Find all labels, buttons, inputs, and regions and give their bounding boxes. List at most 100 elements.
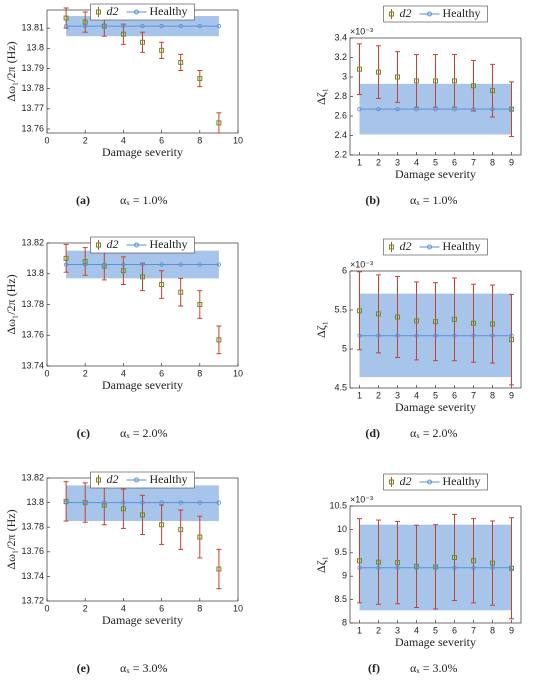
y-tick-label: 13.74 [21, 571, 44, 581]
healthy-marker [63, 500, 69, 505]
healthy-marker [452, 333, 457, 338]
caption: αₓ = 1.0% [120, 193, 168, 207]
y-tick-label: 13.82 [21, 472, 44, 482]
healthy-marker [140, 23, 145, 29]
x-tick-label: 5 [433, 390, 438, 400]
healthy-marker [357, 565, 362, 570]
x-axis-label: Damage severity [102, 613, 183, 627]
y-tick-label: 13.78 [21, 83, 44, 93]
x-tick-label: 3 [395, 390, 400, 400]
x-tick-label: 6 [452, 390, 457, 400]
x-tick-label: 7 [471, 157, 476, 167]
legend-swatch [427, 244, 432, 250]
y-axis-label: Δω₁/2π (Hz) [4, 274, 18, 334]
panel-label: (a) [76, 193, 90, 207]
healthy-marker [63, 262, 69, 267]
panel-label: (d) [365, 426, 380, 440]
marker [216, 566, 222, 572]
x-tick-label: 10 [233, 135, 243, 145]
x-tick-label: 4 [414, 157, 419, 167]
y-tick-label: 8 [342, 617, 347, 627]
y-tick-label: 4.5 [334, 382, 347, 392]
y-exponent: ×10⁻³ [350, 494, 373, 504]
healthy-marker [121, 23, 126, 29]
marker [178, 527, 184, 533]
marker [63, 15, 69, 21]
x-axis-label: Damage severity [102, 145, 183, 159]
x-tick-label: 7 [471, 390, 476, 400]
legend-swatch [134, 9, 139, 15]
healthy-marker [140, 262, 145, 267]
caption: αₓ = 3.0% [410, 661, 458, 675]
marker [357, 66, 362, 72]
marker [140, 39, 145, 45]
healthy-marker [216, 23, 222, 29]
healthy-marker [102, 500, 107, 505]
legend-swatch [389, 244, 394, 250]
caption: αₓ = 2.0% [120, 426, 168, 440]
x-tick-label: 4 [121, 135, 126, 145]
x-tick-label: 1 [357, 625, 362, 635]
legend-swatch [427, 479, 432, 485]
y-axis-label: Δζ₁ [314, 88, 328, 105]
x-tick-label: 1 [357, 390, 362, 400]
healthy-marker [82, 500, 88, 505]
legend-swatch [96, 9, 101, 15]
x-tick-label: 2 [83, 603, 88, 613]
healthy-marker [509, 565, 514, 570]
y-tick-label: 3 [342, 71, 347, 81]
y-exponent: ×10⁻³ [350, 259, 373, 269]
y-tick-label: 13.81 [21, 23, 44, 33]
marker [452, 316, 457, 322]
healthy-marker [471, 565, 476, 570]
y-tick-label: 2.4 [334, 130, 347, 140]
marker [452, 78, 457, 84]
y-tick-label: 2.8 [334, 91, 347, 101]
x-tick-label: 6 [159, 603, 164, 613]
healthy-marker [159, 23, 164, 29]
healthy-marker [102, 262, 107, 267]
x-tick-label: 8 [490, 625, 495, 635]
y-tick-label: 13.77 [21, 103, 44, 113]
x-tick-label: 6 [159, 368, 164, 378]
healthy-marker [216, 262, 222, 267]
legend-label: d2 [107, 4, 119, 18]
x-tick-label: 8 [490, 390, 495, 400]
x-tick-label: 8 [490, 157, 495, 167]
x-tick-label: 1 [357, 157, 362, 167]
healthy-marker [395, 565, 400, 570]
y-exponent: ×10⁻³ [350, 26, 373, 36]
healthy-marker [357, 106, 362, 112]
healthy-marker [433, 333, 438, 338]
caption: αₓ = 2.0% [410, 426, 458, 440]
legend-label: Healthy [150, 472, 188, 486]
legend-label: d2 [400, 239, 412, 253]
marker [120, 31, 126, 37]
healthy-marker [376, 333, 381, 338]
y-tick-label: 6 [342, 265, 347, 275]
y-tick-label: 2.6 [334, 110, 347, 120]
y-tick-label: 13.8 [26, 268, 44, 278]
y-tick-label: 5 [342, 343, 347, 353]
caption: αₓ = 3.0% [120, 661, 168, 675]
marker [471, 320, 476, 326]
healthy-marker [414, 565, 419, 570]
marker [178, 59, 184, 65]
x-axis-label: Damage severity [395, 635, 476, 649]
marker [395, 74, 400, 80]
marker [216, 120, 222, 126]
healthy-marker [490, 106, 495, 112]
healthy-marker [471, 333, 476, 338]
panel-label: (b) [365, 193, 380, 207]
x-tick-label: 2 [83, 368, 88, 378]
y-tick-label: 13.74 [21, 360, 44, 370]
marker [433, 319, 438, 325]
healthy-marker [433, 565, 438, 570]
y-tick-label: 13.82 [21, 237, 44, 247]
x-tick-label: 3 [395, 625, 400, 635]
marker [197, 534, 203, 540]
x-tick-label: 6 [159, 135, 164, 145]
healthy-marker [471, 106, 476, 112]
marker [414, 78, 419, 84]
